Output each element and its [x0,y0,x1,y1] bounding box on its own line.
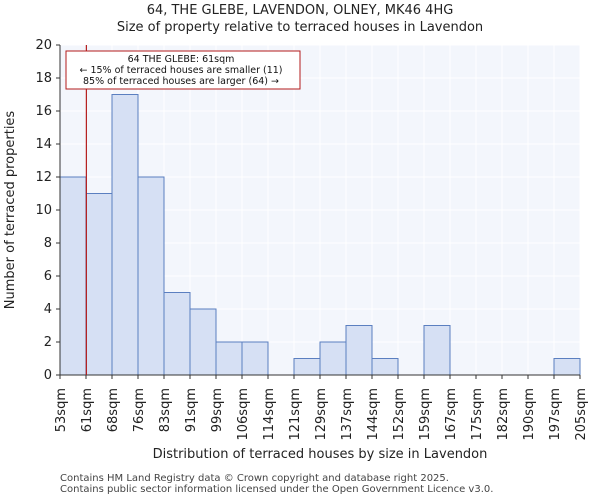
footer-copyright: Contains HM Land Registry data © Crown c… [60,473,449,484]
y-tick-label: 16 [35,104,52,119]
x-tick-label: 114sqm [262,388,277,441]
x-tick-label: 106sqm [236,388,251,441]
x-tick-label: 121sqm [288,388,303,441]
histogram-bar [293,358,321,376]
x-tick-label: 91sqm [184,388,199,432]
y-axis-label: Number of terraced properties [3,111,18,310]
chart-subtitle: Size of property relative to terraced ho… [116,20,484,35]
y-tick-label: 2 [44,335,52,350]
annotation-box [65,50,301,90]
x-tick-label: 99sqm [210,388,225,432]
x-tick-label: 61sqm [80,388,95,432]
annotation-text: 64 THE GLEBE: 61sqm [128,54,235,65]
x-tick-label: 129sqm [314,388,329,441]
histogram-bar [59,176,87,376]
x-tick-label: 137sqm [340,388,355,441]
x-tick-label: 76sqm [132,388,147,432]
x-tick-label: 167sqm [444,388,459,441]
x-axis-label: Distribution of terraced houses by size … [153,447,488,462]
histogram-bar [163,292,191,376]
x-tick-label: 68sqm [106,388,121,432]
annotation-text: 85% of terraced houses are larger (64) → [83,76,279,87]
annotation-text: ← 15% of terraced houses are smaller (11… [79,65,282,76]
histogram-bar [215,341,243,376]
x-tick-label: 182sqm [496,388,511,441]
histogram-bar [189,308,217,376]
histogram-chart: 0 2 4 6 8 10 12 14 16 18 20 53sqm 61sqm 68sqm 76sqm 83s… [3,38,589,462]
y-tick-label: 12 [35,170,52,185]
histogram-bar [345,325,373,376]
x-tick-label: 144sqm [366,388,381,441]
footer-licence: Contains public sector information licen… [60,484,494,495]
histogram-bar [137,176,165,376]
histogram-bar [319,341,347,376]
histogram-bar [111,94,139,376]
y-tick-label: 6 [44,269,52,284]
x-tick-label: 152sqm [392,388,407,441]
y-tick-label: 8 [44,236,52,251]
y-tick-label: 20 [35,38,52,53]
x-tick-label: 190sqm [522,388,537,441]
chart-title: 64, THE GLEBE, LAVENDON, OLNEY, MK46 4HG [146,3,454,18]
histogram-bar [423,325,451,376]
x-tick-label: 83sqm [158,388,173,432]
histogram-bar [241,341,269,376]
x-tick-label: 159sqm [418,388,433,441]
x-tick-label: 205sqm [574,388,589,441]
y-tick-label: 18 [35,71,52,86]
histogram-bar [553,358,581,376]
y-tick-label: 10 [35,203,52,218]
histogram-bar [85,193,113,376]
histogram-bar [371,358,399,376]
x-tick-label: 197sqm [548,388,563,441]
x-tick-label: 175sqm [470,388,485,441]
y-tick-label: 4 [44,302,52,317]
y-tick-label: 14 [35,137,52,152]
x-tick-label: 53sqm [54,388,69,432]
y-tick-label: 0 [44,368,52,383]
